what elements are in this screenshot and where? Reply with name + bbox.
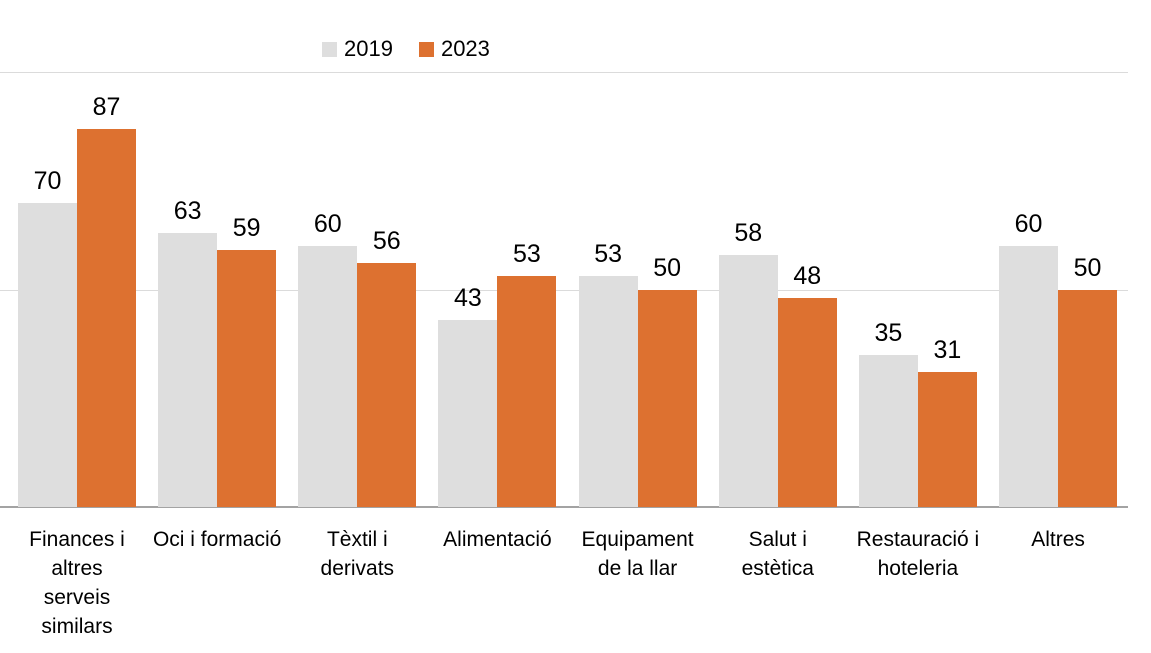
legend-item-2019: 2019 bbox=[322, 38, 393, 60]
bar-2019 bbox=[718, 254, 778, 507]
bar-group-1: 63 59 bbox=[158, 72, 277, 507]
bar-value-label: 63 bbox=[173, 196, 202, 225]
x-tick-label: Equipament de la llar bbox=[581, 528, 694, 580]
gridline-100 bbox=[0, 72, 1128, 73]
x-tick-label: Finances i altres serveis similars bbox=[29, 528, 125, 638]
x-tick-label: Oci i formació bbox=[152, 528, 282, 551]
bar-value-label: 48 bbox=[793, 262, 822, 291]
bar-value-label: 53 bbox=[594, 240, 622, 269]
bar-value-label: 53 bbox=[513, 240, 541, 269]
bar-value-label: 87 bbox=[92, 92, 121, 121]
legend-label: 2023 bbox=[440, 36, 490, 61]
bar-group-2: 60 56 bbox=[298, 72, 417, 507]
legend-item-2023: 2023 bbox=[418, 36, 490, 61]
bar-value-label: 43 bbox=[454, 283, 482, 312]
bar-2023 bbox=[777, 298, 837, 507]
x-tick-label: Salut i estètica bbox=[741, 528, 814, 580]
bar-group-6: 35 31 bbox=[858, 72, 977, 507]
bar-value-label: 31 bbox=[933, 336, 962, 365]
x-tick-label: Tèxtil i derivats bbox=[320, 528, 395, 580]
chart-legend: 2019 2023 bbox=[322, 38, 490, 60]
legend-swatch-icon bbox=[418, 41, 434, 57]
bar-2023 bbox=[77, 128, 136, 507]
bar-value-label: 60 bbox=[1014, 210, 1043, 238]
bar-group-0: 70 87 bbox=[18, 72, 136, 507]
bar-2019 bbox=[438, 319, 498, 507]
legend-swatch-icon bbox=[322, 41, 337, 57]
bar-value-label: 70 bbox=[33, 166, 62, 195]
bar-2019 bbox=[578, 276, 638, 507]
bar-2023 bbox=[637, 289, 697, 507]
bar-2019 bbox=[18, 202, 77, 507]
bar-value-label: 59 bbox=[232, 214, 261, 243]
bar-value-label: 50 bbox=[653, 253, 681, 282]
bar-group-4: 53 50 bbox=[578, 72, 697, 507]
bar-2019 bbox=[298, 246, 358, 507]
x-tick-label: Restauració i hoteleria bbox=[856, 528, 980, 580]
bar-value-label: 35 bbox=[874, 318, 903, 347]
bar-2019 bbox=[858, 354, 918, 507]
bar-2023 bbox=[1058, 289, 1118, 507]
bar-2023 bbox=[917, 372, 977, 507]
gridline-50 bbox=[0, 289, 1128, 291]
x-axis-line bbox=[0, 506, 1128, 508]
bar-2023 bbox=[357, 263, 417, 507]
x-tick-label: Alimentació bbox=[443, 528, 552, 551]
legend-label: 2019 bbox=[344, 36, 393, 61]
bar-group-5: 58 48 bbox=[718, 72, 837, 507]
bar-value-label: 60 bbox=[313, 210, 342, 238]
bar-value-label: 58 bbox=[734, 218, 763, 247]
x-tick-label: Altres bbox=[1031, 528, 1085, 551]
bar-2019 bbox=[158, 232, 218, 507]
bar-value-label: 50 bbox=[1073, 253, 1102, 282]
bar-2023 bbox=[217, 250, 277, 507]
bar-group-3: 43 53 bbox=[438, 72, 557, 507]
bar-group-7: 60 50 bbox=[999, 72, 1118, 507]
plot-area: 70 87 63 59 60 56 43 53 53 50 58 48 35 31 60 50 bbox=[0, 72, 1128, 508]
bar-value-label: 56 bbox=[372, 227, 401, 256]
bar-2023 bbox=[497, 276, 557, 507]
bar-2019 bbox=[999, 246, 1059, 507]
